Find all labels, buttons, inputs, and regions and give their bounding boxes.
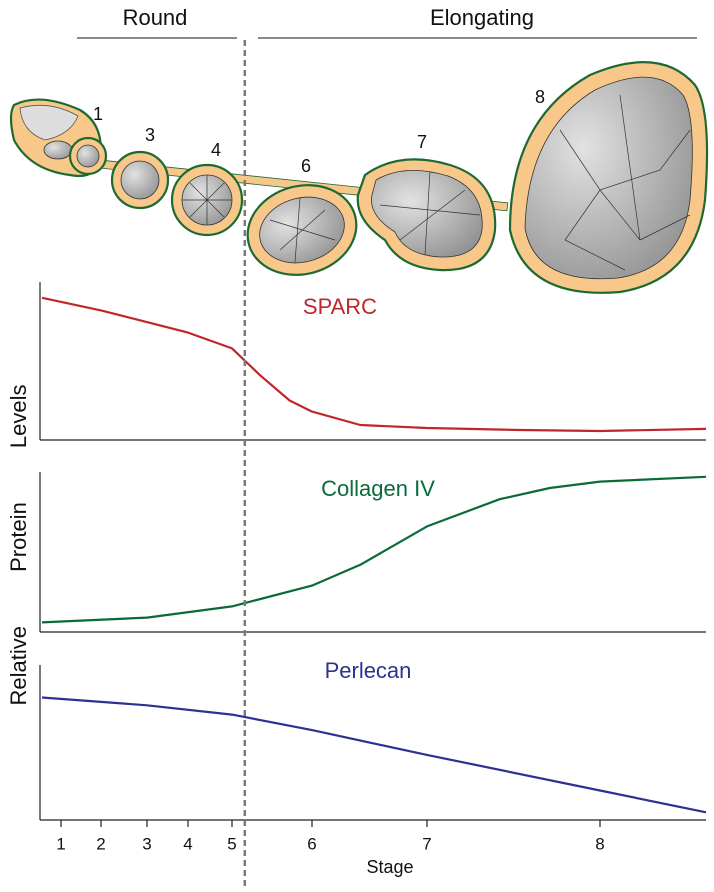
cells-7 <box>379 171 481 256</box>
x-tick-label: 5 <box>227 834 236 853</box>
series-line <box>41 475 707 624</box>
header: Round Elongating <box>77 5 697 39</box>
x-tick-label: 4 <box>183 834 192 853</box>
series-label: Perlecan <box>325 658 412 683</box>
chamber-1-core <box>76 144 100 168</box>
stage-number: 8 <box>535 87 545 107</box>
chamber-7-core <box>371 169 483 258</box>
series-label: Collagen IV <box>321 476 435 501</box>
x-tick-label: 3 <box>142 834 151 853</box>
stage-number: 6 <box>301 156 311 176</box>
x-tick-label: 8 <box>595 834 604 853</box>
plots: SPARC Collagen IV Perlecan 1 2 3 4 5 6 7 8 Stage <box>39 40 707 890</box>
cells-8 <box>559 94 691 271</box>
chamber-8-core <box>524 76 693 280</box>
series-label: SPARC <box>303 294 377 319</box>
cyst <box>43 140 73 160</box>
stage-number: 7 <box>417 132 427 152</box>
elongating-label: Elongating <box>430 5 534 30</box>
y-axis-label: Relative Protein Levels <box>6 384 31 705</box>
series-line <box>41 296 707 433</box>
chamber-3-core <box>120 160 160 200</box>
stage-number: 3 <box>145 125 155 145</box>
x-axis-label: Stage <box>366 857 413 877</box>
series-line <box>41 696 707 814</box>
stage-number: 1 <box>93 104 103 124</box>
x-tick-label: 2 <box>96 834 105 853</box>
x-tick-label: 7 <box>422 834 431 853</box>
round-label: Round <box>123 5 188 30</box>
x-tick-label: 6 <box>307 834 316 853</box>
cells-6 <box>269 197 336 263</box>
cells-4 <box>182 175 232 225</box>
germarium-core <box>19 104 79 141</box>
stage-number: 4 <box>211 140 221 160</box>
x-tick-label: 1 <box>56 834 65 853</box>
egg-chambers: 1 3 4 6 7 8 <box>9 61 709 294</box>
